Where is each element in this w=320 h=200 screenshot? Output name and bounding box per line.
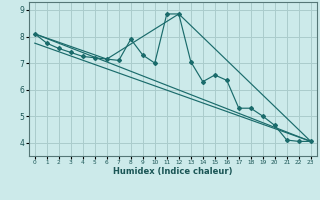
X-axis label: Humidex (Indice chaleur): Humidex (Indice chaleur) bbox=[113, 167, 233, 176]
